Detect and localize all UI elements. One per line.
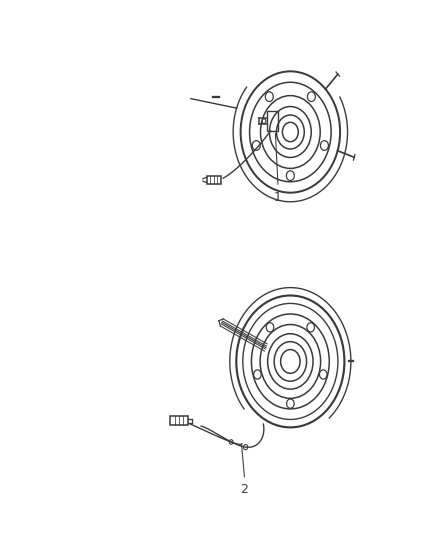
Bar — [268, 111, 279, 131]
Bar — [207, 176, 221, 184]
Text: 2: 2 — [240, 483, 248, 496]
Text: 1: 1 — [274, 191, 282, 205]
Bar — [170, 416, 187, 425]
